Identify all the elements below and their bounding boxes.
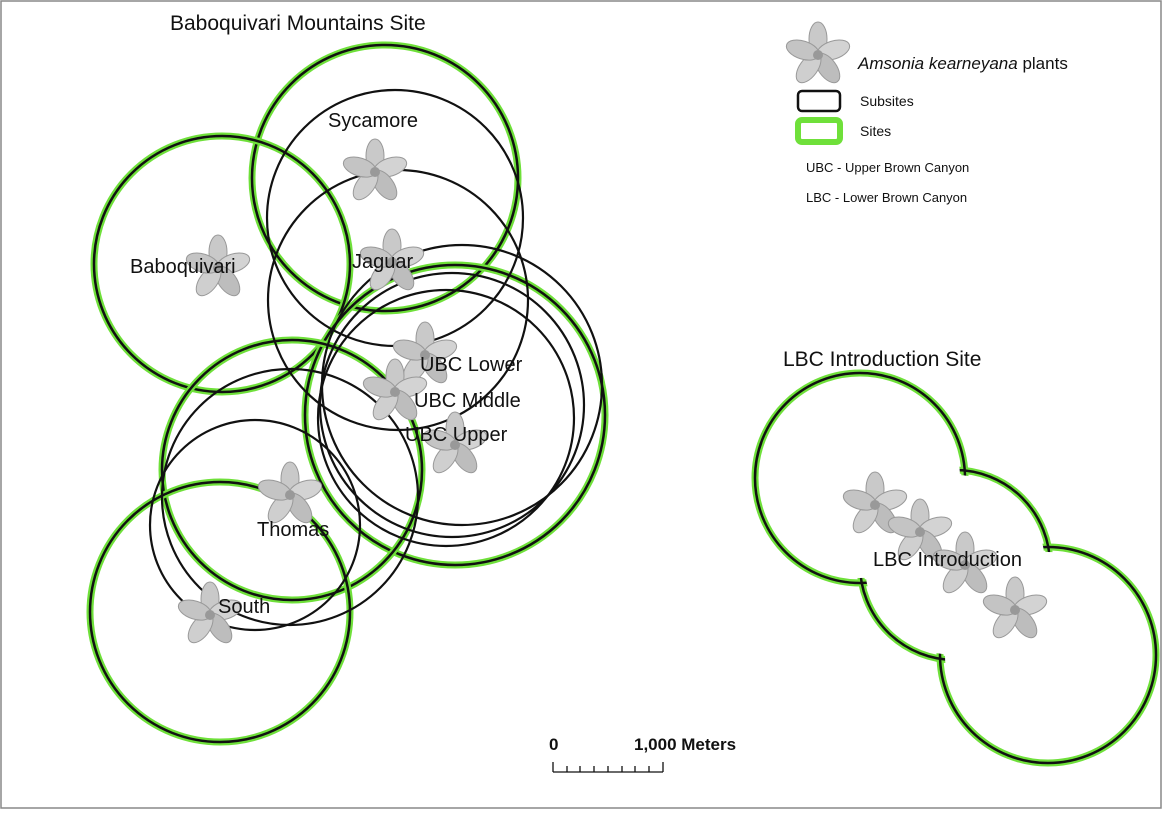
subsite-label: UBC Lower [420, 354, 523, 376]
legend-note: UBC - Upper Brown Canyon [806, 160, 969, 175]
legend-plants: Amsonia kearneyana plants [857, 54, 1068, 73]
legend-note: LBC - Lower Brown Canyon [806, 190, 967, 205]
subsite-label: Sycamore [328, 110, 418, 132]
legend-subsites: Subsites [860, 93, 914, 109]
subsite-label: UBC Middle [414, 390, 521, 412]
site-label: LBC Introduction [873, 549, 1022, 571]
legend-suffix: plants [1022, 54, 1067, 73]
legend: Amsonia kearneyana plants Subsites Sites… [795, 54, 1068, 205]
legend-species: Amsonia kearneyana [857, 54, 1018, 73]
subsite-label: UBC Upper [405, 424, 508, 446]
site-title: Baboquivari Mountains Site [170, 12, 426, 35]
subsite-boundaries [148, 88, 604, 632]
subsite-label: Baboquivari [130, 256, 236, 278]
subsite-label: South [218, 596, 270, 618]
subsite-label: Jaguar [352, 251, 413, 273]
scale-end: 1,000 Meters [634, 735, 736, 754]
subsite-label: Thomas [257, 519, 329, 541]
scale-start: 0 [549, 735, 558, 754]
scale-bar: 0 1,000 Meters [549, 735, 736, 773]
site-title: LBC Introduction Site [783, 348, 981, 371]
legend-sites: Sites [860, 123, 891, 139]
